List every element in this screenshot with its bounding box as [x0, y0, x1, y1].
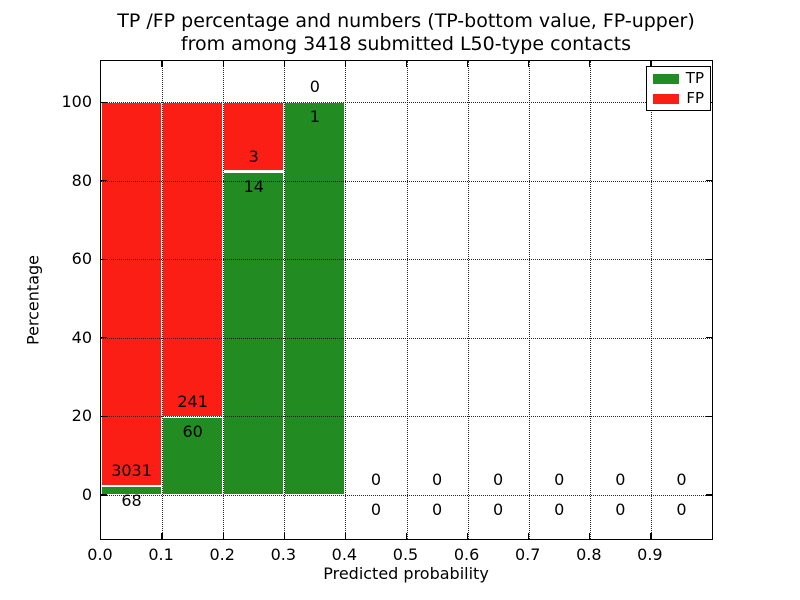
x-tick-label: 0.6 [453, 545, 480, 564]
gridline-x [650, 61, 652, 539]
legend-entry-tp: TP [653, 71, 704, 86]
y-tick-label: 0 [81, 484, 92, 504]
gridline-x [528, 61, 530, 539]
x-tick-mark [222, 533, 224, 539]
y-tick-mark [706, 494, 712, 496]
y-tick-mark [101, 415, 107, 417]
x-tick-label: 0.1 [148, 545, 174, 564]
y-tick-mark [101, 101, 107, 103]
x-tick-mark [589, 533, 591, 539]
tp-count-label: 68 [121, 491, 142, 511]
chart-title-line1: TP /FP percentage and numbers (TP-bottom… [117, 10, 695, 32]
x-tick-mark [589, 61, 591, 67]
tp-count-label: 14 [243, 176, 264, 196]
y-tick-label: 40 [71, 327, 92, 347]
x-tick-mark [344, 61, 347, 67]
tp-count-label: 0 [493, 499, 504, 519]
gridline-x [223, 61, 225, 539]
fp-count-label: 0 [309, 77, 320, 97]
fp-count-label: 0 [370, 469, 382, 489]
x-axis-label: Predicted probability [323, 564, 489, 583]
y-tick-mark [101, 180, 107, 182]
x-tick-mark [650, 533, 652, 539]
bar-segment-tp [101, 486, 163, 495]
legend: TP FP [646, 66, 711, 111]
x-tick-mark [466, 533, 469, 539]
x-tick-mark [650, 61, 652, 67]
grid-layer [101, 61, 712, 539]
tp-count-label: 0 [676, 499, 687, 519]
fp-count-label: 3031 [111, 461, 152, 481]
y-tick-label: 20 [71, 406, 92, 426]
legend-swatch-tp-icon [653, 73, 679, 84]
gridline-x [162, 61, 164, 539]
gridline-x [345, 61, 347, 539]
fp-count-label: 0 [554, 469, 565, 489]
tp-count-label: 60 [182, 421, 203, 441]
x-tick-label: 0.4 [331, 545, 358, 564]
legend-label-fp: FP [686, 89, 704, 107]
gridline-x [467, 61, 469, 539]
x-tick-mark [283, 61, 285, 67]
chart-title-line2: from among 3418 submitted L50-type conta… [180, 33, 632, 55]
tp-count-label: 0 [370, 499, 382, 519]
y-tick-mark [101, 494, 107, 496]
x-tick-mark [528, 61, 530, 67]
y-tick-mark [101, 337, 107, 339]
fp-count-label: 0 [676, 469, 687, 489]
x-tick-label: 0.0 [87, 545, 113, 564]
fp-count-label: 0 [431, 469, 443, 489]
x-tick-mark [405, 533, 408, 539]
x-tick-mark [161, 61, 163, 67]
fp-count-label: 0 [615, 469, 626, 489]
fp-count-label: 0 [493, 469, 504, 489]
y-tick-label: 80 [71, 170, 92, 190]
x-tick-label: 0.5 [392, 545, 419, 564]
legend-swatch-fp-icon [653, 93, 680, 104]
tp-count-label: 1 [309, 107, 320, 127]
y-tick-mark [706, 180, 712, 182]
tp-count-label: 0 [615, 499, 626, 519]
legend-entry-fp: FP [653, 91, 704, 106]
gridline-x [284, 61, 286, 539]
gridline-x [406, 61, 408, 539]
x-tick-mark [161, 533, 163, 539]
bar-segment-tp [223, 171, 285, 495]
legend-label-tp: TP [685, 69, 704, 87]
y-tick-mark [706, 415, 712, 417]
x-tick-label: 0.8 [576, 545, 602, 564]
x-tick-mark [528, 533, 530, 539]
bar-segment-tp [284, 102, 346, 495]
gridline-x [589, 61, 591, 539]
tp-count-label: 0 [431, 499, 443, 519]
y-tick-mark [706, 337, 712, 339]
y-tick-label: 60 [71, 249, 92, 269]
fp-count-label: 3 [248, 146, 259, 166]
x-tick-mark [283, 533, 285, 539]
x-tick-label: 0.3 [270, 545, 297, 564]
x-tick-label: 0.2 [209, 545, 235, 564]
x-tick-label: 0.7 [514, 545, 541, 564]
plot-area: 3031 68 241 60 3 14 0 1 0 0 0 0 0 0 0 0 0 0 0 0 TP FP [100, 60, 713, 540]
chart-title: TP /FP percentage and numbers (TP-bottom… [117, 10, 695, 56]
x-tick-label: 0.9 [637, 545, 663, 564]
fp-count-label: 241 [177, 391, 208, 411]
y-tick-mark [101, 258, 107, 260]
y-tick-mark [706, 258, 712, 260]
x-tick-mark [222, 61, 224, 67]
tp-count-label: 0 [554, 499, 565, 519]
x-tick-mark [466, 61, 469, 67]
x-tick-mark [405, 61, 408, 67]
bar-segment-fp [101, 102, 163, 487]
y-tick-label: 100 [61, 92, 92, 112]
x-tick-mark [344, 533, 347, 539]
value-labels-layer: 3031 68 241 60 3 14 0 1 0 0 0 0 0 0 0 0 0 0 0 0 [101, 61, 712, 539]
